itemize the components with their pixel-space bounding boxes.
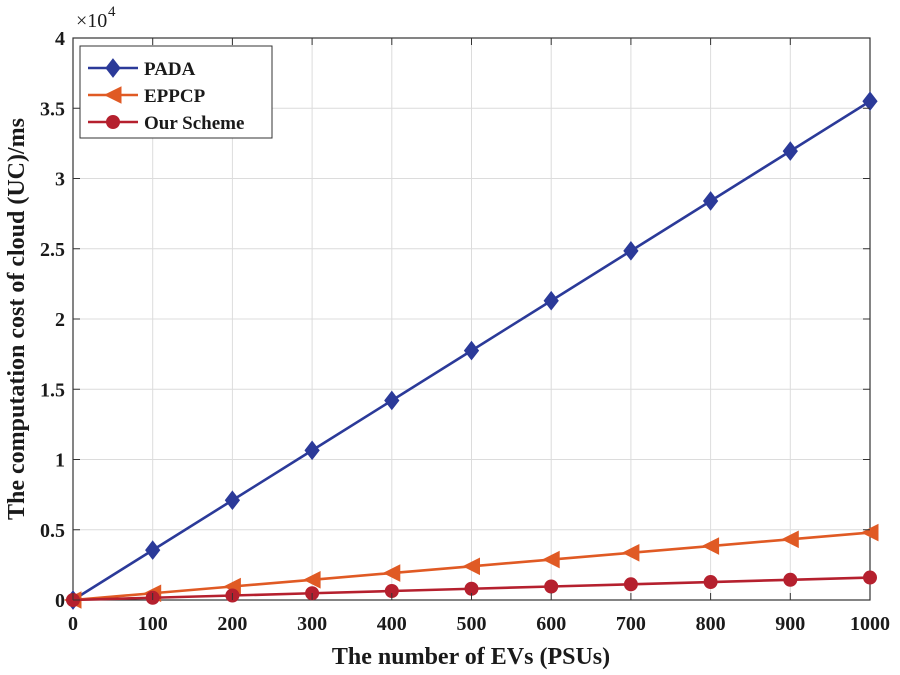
x-tick-label: 700 xyxy=(616,613,646,635)
legend-label-our-scheme: Our Scheme xyxy=(144,113,244,134)
y-tick-label: 1.5 xyxy=(40,379,65,401)
data-point-our-scheme xyxy=(623,577,638,592)
legend-marker-eppcp xyxy=(103,86,122,104)
series-pada xyxy=(65,91,878,610)
x-tick-label: 200 xyxy=(217,613,247,635)
legend-marker-our-scheme xyxy=(106,115,120,129)
legend[interactable]: PADA EPPCP Our Scheme xyxy=(79,45,273,139)
data-point-our-scheme xyxy=(703,575,718,590)
legend-item-our-scheme[interactable]: Our Scheme xyxy=(88,113,244,134)
y-tick-label: 4 xyxy=(55,28,65,50)
y-tick-label: 1 xyxy=(55,450,65,472)
series-layer xyxy=(63,91,879,610)
y-multiplier-base: ×10 xyxy=(76,10,107,32)
y-multiplier: ×10 4 xyxy=(76,4,116,32)
data-point-pada xyxy=(782,141,798,161)
x-axis-label: The number of EVs (PSUs) xyxy=(332,644,610,670)
legend-label-pada: PADA xyxy=(144,59,196,80)
x-tick-label: 800 xyxy=(696,613,726,635)
data-point-pada xyxy=(384,390,400,411)
x-tick-label: 400 xyxy=(377,613,407,635)
tick-layer: 0 100 200 300 400 500 600 700 800 900 1000 0 0.5 1 1.5… xyxy=(40,28,890,635)
y-tick-label: 0 xyxy=(55,590,65,612)
data-point-eppcp xyxy=(621,543,640,562)
data-point-eppcp xyxy=(781,530,799,549)
data-point-pada xyxy=(304,440,320,461)
x-tick-label: 600 xyxy=(536,613,566,635)
grid xyxy=(73,38,870,600)
y-tick-label: 2 xyxy=(55,309,65,331)
data-point-eppcp xyxy=(382,564,401,582)
data-point-pada xyxy=(463,340,480,361)
y-tick-label: 3.5 xyxy=(40,98,65,120)
series-our-scheme xyxy=(66,570,877,607)
data-point-our-scheme xyxy=(863,570,877,585)
y-tick-label: 3 xyxy=(55,169,65,191)
data-point-pada xyxy=(145,540,161,560)
x-tick-label: 500 xyxy=(457,613,487,635)
data-point-pada xyxy=(862,91,878,112)
data-point-pada xyxy=(543,290,559,311)
legend-item-pada[interactable]: PADA xyxy=(88,58,196,80)
data-point-eppcp xyxy=(462,557,480,576)
data-point-our-scheme xyxy=(783,572,798,587)
data-point-eppcp xyxy=(701,537,720,555)
legend-label-eppcp: EPPCP xyxy=(144,86,206,107)
x-tick-label: 300 xyxy=(297,613,327,635)
y-tick-label: 0.5 xyxy=(40,520,65,542)
series-eppcp xyxy=(63,523,879,609)
data-point-pada xyxy=(224,490,241,511)
x-tick-label: 900 xyxy=(775,613,805,635)
data-point-pada xyxy=(623,241,639,261)
data-point-our-scheme xyxy=(544,579,559,594)
x-tick-label: 1000 xyxy=(850,613,890,635)
y-tick-label: 2.5 xyxy=(40,239,65,261)
data-point-eppcp xyxy=(542,550,560,569)
legend-marker-pada xyxy=(105,58,121,78)
data-point-pada xyxy=(702,191,719,211)
x-tick-label: 100 xyxy=(138,613,168,635)
legend-item-eppcp[interactable]: EPPCP xyxy=(88,86,206,107)
data-point-eppcp xyxy=(302,570,321,589)
x-tick-label: 0 xyxy=(68,613,78,635)
y-multiplier-exponent: 4 xyxy=(108,4,116,20)
data-point-eppcp xyxy=(860,523,879,542)
y-axis-label: The computation cost of cloud (UC)/ms xyxy=(4,118,30,520)
